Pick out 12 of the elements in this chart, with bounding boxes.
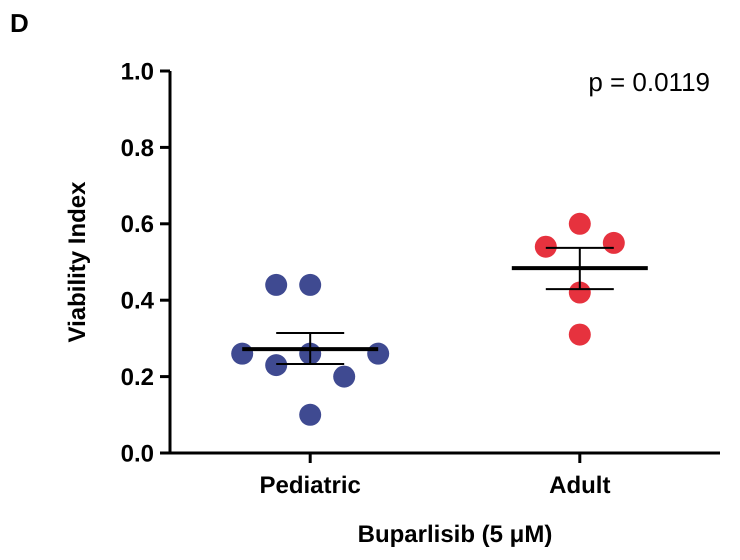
x-axis-title: Buparlisib (5 μM) [358, 521, 552, 548]
y-tick-label: 0.0 [120, 440, 154, 468]
y-tick-label: 0.2 [120, 364, 154, 391]
annotation: p = 0.0119 [588, 67, 710, 97]
y-tick-label: 0.4 [120, 288, 155, 315]
x-tick-label: Pediatric [260, 472, 361, 499]
y-tick-label: 0.6 [120, 211, 154, 238]
y-tick-label: 1.0 [120, 58, 154, 86]
y-axis-title: Viability Index [64, 180, 91, 342]
y-tick-label: 0.8 [120, 134, 154, 162]
x-tick-label: Adult [549, 472, 610, 499]
chart-title: D [10, 8, 29, 38]
